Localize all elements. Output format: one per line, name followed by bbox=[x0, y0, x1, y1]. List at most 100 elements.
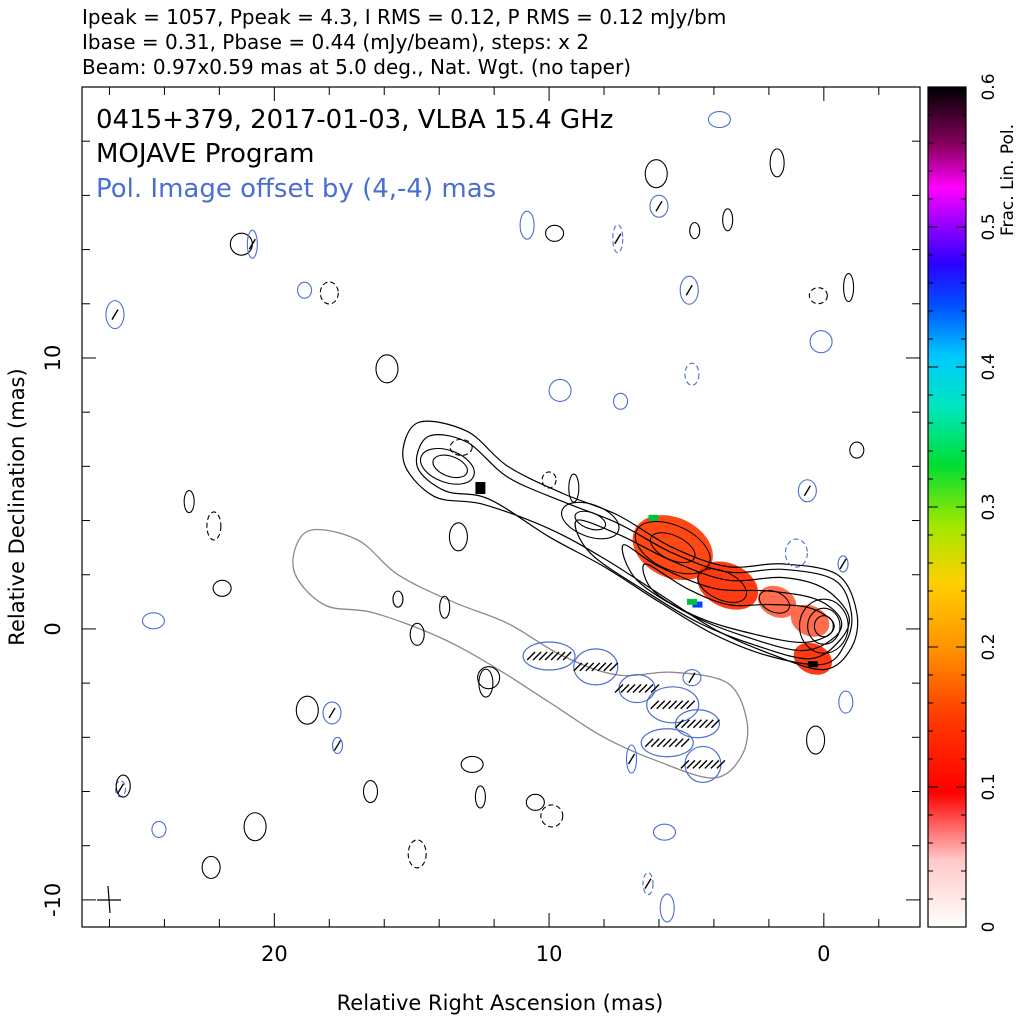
noise-contour bbox=[183, 490, 195, 514]
jet-contour bbox=[432, 454, 468, 479]
pol-vector-patch bbox=[614, 673, 660, 704]
noise-contour bbox=[201, 855, 221, 879]
offset-label: Pol. Image offset by (4,-4) mas bbox=[96, 174, 496, 204]
pol-region bbox=[790, 604, 830, 637]
pol-vector bbox=[116, 783, 125, 795]
pol-vector-patch bbox=[640, 728, 694, 758]
pol-vector bbox=[585, 662, 595, 672]
pol-vector bbox=[716, 759, 726, 769]
noise-contour bbox=[652, 823, 677, 841]
pol-contour bbox=[522, 641, 576, 671]
offset-outline bbox=[292, 528, 749, 779]
pol-vector bbox=[698, 759, 708, 769]
pol-vector bbox=[644, 738, 654, 748]
pol-vector bbox=[680, 719, 690, 729]
pol-region bbox=[697, 561, 759, 610]
core-contour bbox=[807, 607, 841, 645]
y-tick-label: 0 bbox=[41, 622, 65, 635]
noise-contour bbox=[769, 148, 785, 178]
pol-vector bbox=[562, 651, 572, 661]
pol-vector bbox=[710, 719, 720, 729]
noise-contour bbox=[649, 194, 669, 218]
noise-contour bbox=[838, 690, 854, 714]
noise-contour bbox=[525, 793, 545, 811]
pol-vector bbox=[839, 558, 847, 570]
noise-contour bbox=[540, 804, 564, 828]
noise-contour bbox=[682, 669, 702, 687]
jet-contour bbox=[419, 447, 475, 485]
pol-knot-pixel bbox=[475, 482, 486, 495]
pol-vector-patch bbox=[674, 709, 721, 739]
noise-contour bbox=[541, 471, 557, 489]
noise-contour bbox=[141, 612, 165, 630]
offset-pol-layer bbox=[292, 528, 749, 784]
pol-vector bbox=[603, 662, 613, 672]
noise-contour bbox=[439, 595, 451, 619]
pol-vector bbox=[688, 672, 696, 684]
noise-contour bbox=[808, 287, 828, 305]
pol-fraction-layer bbox=[475, 482, 833, 675]
noise-contour bbox=[246, 229, 258, 259]
noise-contour bbox=[568, 473, 580, 503]
noise-contour bbox=[644, 159, 668, 189]
pol-contour bbox=[640, 728, 694, 758]
pol-vector bbox=[644, 878, 652, 890]
colorbar-tick-label: 0.2 bbox=[979, 633, 999, 660]
jet-contour bbox=[561, 501, 620, 540]
pol-vector bbox=[597, 662, 607, 672]
noise-contour bbox=[297, 281, 313, 299]
pol-vector bbox=[662, 738, 672, 748]
y-tick-label: -10 bbox=[41, 883, 65, 917]
noise-contour bbox=[322, 701, 342, 725]
colorbar-tick-label: 0.1 bbox=[979, 773, 999, 800]
pol-vector bbox=[704, 759, 714, 769]
pol-vector-patch bbox=[522, 641, 576, 671]
pol-vector bbox=[248, 238, 256, 250]
pol-vector bbox=[614, 684, 624, 693]
noise-contour bbox=[806, 725, 826, 755]
noise-contour bbox=[319, 281, 339, 305]
pol-vector bbox=[674, 700, 684, 710]
beam-marker bbox=[97, 885, 121, 914]
pol-vector bbox=[650, 684, 660, 693]
noise-contour bbox=[474, 785, 486, 809]
y-axis-label: Relative Declination (mas) bbox=[5, 368, 29, 645]
jet-contour bbox=[634, 521, 711, 575]
noise-contour bbox=[407, 839, 427, 869]
pol-vector bbox=[650, 738, 660, 748]
pol-vector bbox=[686, 719, 696, 729]
pol-vector bbox=[685, 284, 693, 296]
jet-contour bbox=[697, 568, 747, 603]
noise-contour bbox=[392, 590, 404, 608]
pol-vector bbox=[591, 662, 601, 672]
colorbar-ticks: 0 0.1 0.2 0.3 0.4 0.5 0.6 bbox=[928, 73, 999, 932]
pol-vector bbox=[538, 651, 548, 661]
pol-vector-patch bbox=[646, 686, 700, 724]
noise-contour bbox=[243, 812, 267, 842]
pol-vector bbox=[627, 753, 636, 765]
jet-contour bbox=[621, 544, 843, 652]
x-tick-label: 20 bbox=[261, 942, 288, 966]
pol-contour bbox=[646, 686, 700, 724]
noise-contour bbox=[105, 300, 125, 330]
colorbar-tick-label: 0.6 bbox=[979, 73, 999, 100]
pol-vector bbox=[692, 719, 702, 729]
pol-vector bbox=[579, 662, 589, 672]
noise-contour bbox=[722, 208, 734, 232]
pol-contour bbox=[674, 709, 721, 739]
noise-contour bbox=[849, 441, 865, 459]
pol-contour bbox=[573, 648, 619, 686]
noise-contour bbox=[115, 774, 131, 798]
pol-vector bbox=[626, 684, 636, 693]
noise-contour bbox=[707, 110, 731, 129]
noise-contour bbox=[684, 362, 700, 386]
pol-vector-patch bbox=[573, 648, 619, 686]
noise-contour bbox=[548, 378, 572, 403]
noise-contour bbox=[519, 210, 535, 240]
noise-contour bbox=[295, 695, 319, 725]
pol-vector bbox=[632, 684, 642, 693]
noise-contour bbox=[449, 438, 473, 456]
header-base-line: Ibase = 0.31, Pbase = 0.44 (mJy/beam), s… bbox=[82, 30, 589, 54]
pol-vector bbox=[620, 684, 630, 693]
pol-vector bbox=[550, 651, 560, 661]
